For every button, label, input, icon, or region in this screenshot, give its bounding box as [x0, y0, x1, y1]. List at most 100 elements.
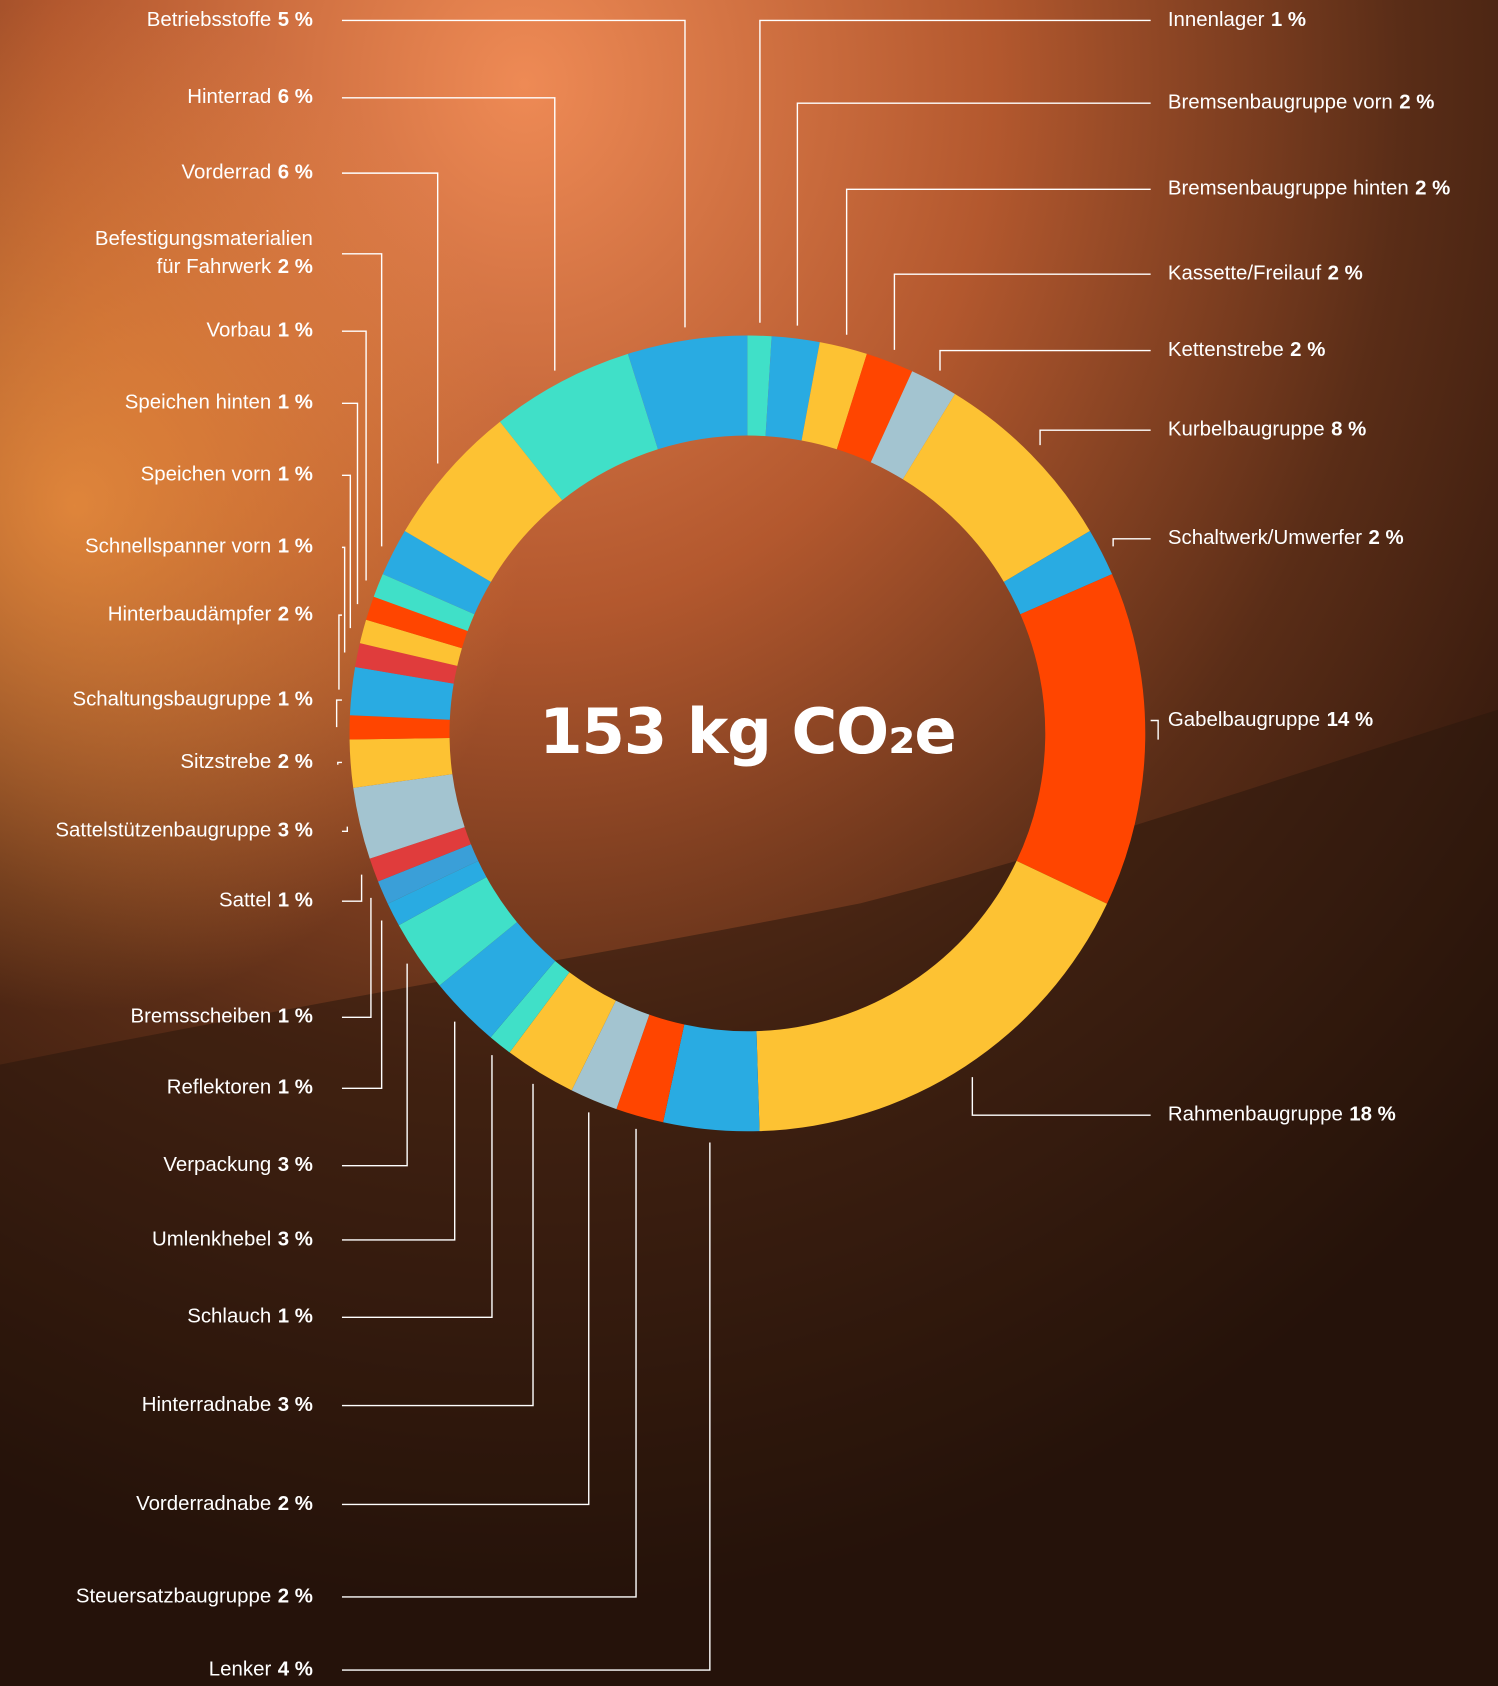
leader-line	[341, 402, 359, 605]
category-name: Kassette/Freilauf	[1167, 262, 1322, 285]
value-label: 2 %	[1327, 262, 1363, 285]
category-name: Reflektoren	[166, 1076, 272, 1100]
value-label: 1 %	[277, 1076, 313, 1100]
category-name: Betriebsstoffe	[146, 8, 272, 32]
slice-label: Umlenkhebel 3 %	[152, 1226, 313, 1254]
value-label: 1 %	[1270, 8, 1307, 32]
value-label: 1 %	[277, 688, 313, 711]
value-label: 2 %	[277, 1585, 313, 1608]
leader-line	[341, 963, 408, 1167]
leader-line	[341, 19, 686, 328]
value-label: 2 %	[1399, 91, 1435, 114]
leader-line	[341, 330, 367, 581]
category-name: Befestigungsmaterialien für Fahrwerk	[94, 227, 313, 279]
slice	[765, 336, 820, 441]
category-name: Speichen vorn	[140, 463, 272, 487]
slice	[509, 972, 616, 1091]
slice	[870, 371, 956, 480]
leader-line	[341, 897, 372, 1019]
leader-line	[939, 349, 1151, 371]
category-name: Gabelbaugruppe	[1167, 708, 1321, 732]
category-name: Steuersatzbaugruppe	[75, 1585, 272, 1608]
slice	[349, 715, 450, 740]
slice	[373, 574, 475, 632]
value-label: 2 %	[1290, 338, 1326, 362]
center-label: 153 kg CO₂e	[539, 694, 956, 768]
slice	[836, 353, 913, 463]
value-label: 5 %	[277, 8, 313, 32]
value-label: 6 %	[277, 86, 313, 109]
value-label: 3 %	[277, 1153, 313, 1177]
category-name: Sattel	[219, 889, 272, 912]
category-name: Bremsscheiben	[130, 1005, 272, 1029]
slice-label: Steuersatzbaugruppe 2 %	[76, 1583, 313, 1611]
category-name: Umlenkhebel	[151, 1228, 272, 1251]
slice-label: Schnellspanner vorn 1 %	[85, 533, 313, 561]
category-name: Rahmenbaugruppe	[1167, 1103, 1343, 1126]
slice	[616, 1014, 685, 1123]
slice	[1003, 530, 1113, 615]
slice	[378, 844, 479, 904]
slice-label: Reflektoren 1 %	[167, 1074, 313, 1102]
leader-line	[341, 1112, 590, 1506]
category-name: Schnellspanner vorn	[84, 535, 272, 559]
slice-label: Schaltungsbaugruppe 1 %	[72, 686, 312, 714]
leader-line	[845, 188, 1151, 335]
slice	[663, 1024, 760, 1132]
slice	[801, 342, 867, 450]
slice-label: Befestigungsmaterialien für Fahrwerk 2 %	[95, 226, 313, 282]
slice	[359, 619, 462, 666]
value-label: 6 %	[277, 161, 313, 184]
leader-line	[341, 474, 352, 629]
leader-line	[1039, 429, 1151, 446]
leader-line	[337, 761, 342, 765]
slice	[349, 737, 453, 788]
slice	[571, 1000, 650, 1110]
leader-line	[335, 699, 342, 728]
value-label: 1 %	[277, 463, 313, 487]
slice-label: Schaltwerk/Umwerfer 2 %	[1168, 525, 1404, 553]
leader-line	[341, 1128, 637, 1598]
slice	[1016, 574, 1146, 904]
slice-label: Kettenstrebe 2 %	[1168, 337, 1326, 365]
category-name: Hinterrad	[187, 86, 272, 109]
slice	[398, 877, 517, 986]
slice-label: Innenlager 1 %	[1168, 6, 1306, 34]
category-name: Speichen hinten	[124, 391, 272, 415]
category-name: Sattelstützenbaugruppe	[55, 819, 272, 843]
leader-line	[796, 102, 1151, 326]
category-name: Schaltwerk/Umwerfer	[1167, 526, 1363, 550]
slice	[490, 960, 570, 1053]
leader-line	[338, 614, 342, 690]
category-name: Kettenstrebe	[1167, 338, 1284, 362]
category-name: Schlauch	[187, 1305, 272, 1329]
category-name: Lenker	[208, 1658, 272, 1681]
category-name: Kurbelbaugruppe	[1167, 418, 1325, 441]
leader-line	[893, 273, 1151, 350]
slice-label: Kurbelbaugruppe 8 %	[1168, 416, 1366, 444]
value-label: 3 %	[277, 819, 313, 843]
slice	[439, 922, 556, 1038]
slice	[499, 353, 658, 501]
slice	[404, 421, 563, 582]
category-name: Bremsenbaugruppe vorn	[1167, 91, 1393, 114]
leader-line	[971, 1077, 1151, 1116]
value-label: 2 %	[277, 255, 313, 279]
slice-label: Lenker 4 %	[209, 1656, 313, 1684]
slice-label: Verpackung 3 %	[163, 1152, 313, 1180]
leader-line	[341, 172, 439, 464]
slice	[353, 774, 465, 859]
slice	[382, 530, 491, 615]
slice-label: Vorderrad 6 %	[182, 159, 313, 187]
value-label: 8 %	[1331, 418, 1367, 441]
slice-label: Rahmenbaugruppe 18 %	[1168, 1101, 1396, 1129]
leader-line	[759, 19, 1151, 323]
slice-label: Hinterrad 6 %	[187, 84, 313, 112]
leader-line	[1150, 719, 1159, 740]
slice-label: Speichen hinten 1 %	[125, 389, 313, 417]
slice-label: Gabelbaugruppe 14 %	[1168, 707, 1373, 735]
category-name: Sitzstrebe	[180, 750, 272, 774]
slice	[756, 860, 1107, 1132]
leader-line	[341, 1083, 534, 1407]
leader-line	[341, 874, 363, 902]
